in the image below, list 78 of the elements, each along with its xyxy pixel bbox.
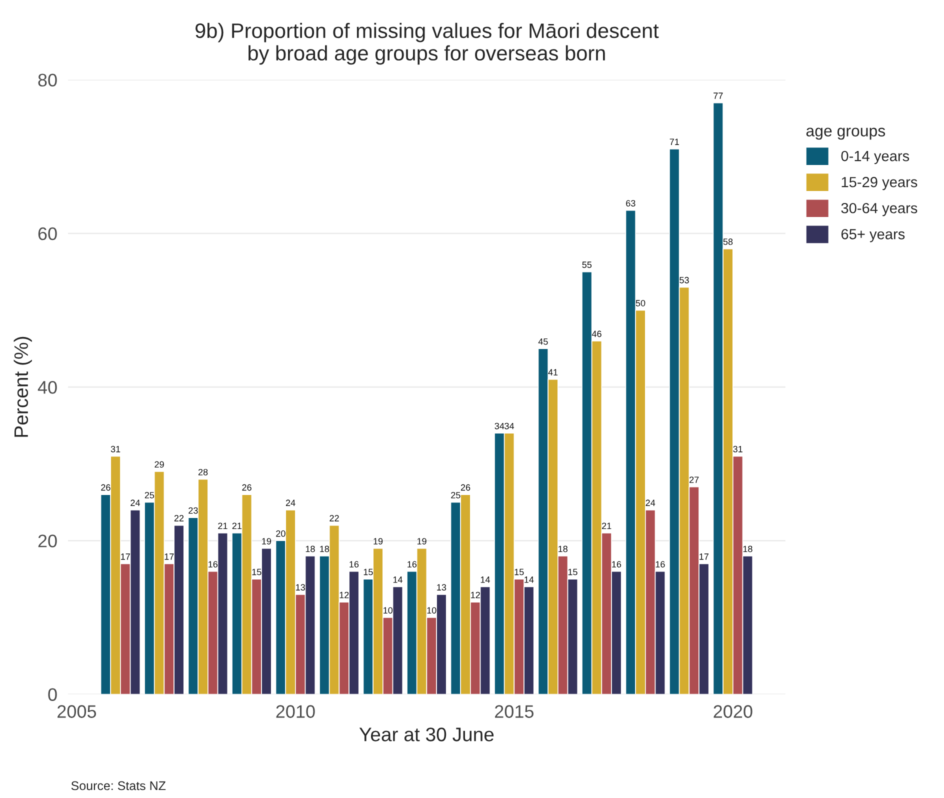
data-label: 17 [700,554,708,560]
data-label: 21 [232,522,242,530]
data-label: 15 [364,568,373,576]
data-label: 19 [417,538,426,544]
data-label: 22 [174,515,184,522]
data-label: 21 [602,522,612,530]
data-label: 16 [656,561,665,568]
data-label: 26 [242,484,252,491]
data-label: 16 [612,561,622,568]
data-label: 46 [592,330,602,338]
legend-label: 15-29 years [842,176,918,190]
data-label: 77 [714,92,723,99]
data-label: 10 [427,607,436,614]
data-label: 34 [504,422,514,430]
data-label: 16 [408,561,417,568]
data-label: 19 [262,538,272,544]
legend-label: 30-64 years [841,202,918,216]
chart-title: 9b) Proportion of missing values for Māori descent by broad age groups for overseas born [196,22,659,65]
legend-title: age groups [806,128,886,140]
data-label: 71 [670,138,679,145]
data-label: 21 [218,522,228,530]
data-label: 22 [330,515,339,522]
data-label: 58 [723,238,733,245]
data-label: 27 [690,476,699,483]
source-note: Source: Stats NZ [71,781,166,790]
data-label: 18 [320,546,330,552]
data-label: 12 [340,592,349,598]
data-label: 17 [164,554,174,560]
data-label: 23 [188,507,198,514]
data-label: 19 [374,538,383,544]
data-label: 14 [524,576,534,583]
data-label: 24 [646,500,656,506]
y-tick-label: 60 [38,227,57,240]
x-tick-label: 2020 [714,705,752,718]
data-label: 29 [154,461,164,468]
data-label: 55 [582,262,592,268]
data-label: 50 [636,300,646,306]
data-label: 15 [514,568,524,576]
data-label: 25 [451,492,460,498]
data-label: 25 [144,492,154,498]
data-label: 26 [101,484,110,491]
data-label: 16 [208,561,218,568]
data-label: 17 [121,554,130,560]
data-label: 14 [393,576,402,583]
data-label: 12 [471,592,480,598]
x-tick-label: 2015 [495,705,534,718]
data-label: 31 [110,446,120,452]
data-label: 15 [568,568,578,576]
data-label: 20 [276,530,286,537]
y-axis-title: Percent (%) [14,336,32,437]
data-label: 41 [548,369,558,376]
y-tick-label: 80 [38,74,57,87]
data-label: 45 [538,338,548,345]
x-tick-label: 2010 [276,705,315,718]
data-label: 28 [198,468,208,476]
data-label: 31 [733,446,742,452]
data-label: 18 [743,546,752,552]
y-tick-label: 0 [48,688,57,701]
data-label: 26 [460,484,470,491]
data-label: 63 [626,200,636,207]
data-label: 10 [384,607,393,614]
legend-label: 0-14 years [841,150,910,164]
data-label: 13 [296,584,305,591]
data-label: 18 [558,546,568,552]
data-label: 14 [480,576,490,583]
data-label: 24 [286,500,296,506]
data-label: 15 [252,568,262,576]
data-label: 18 [306,546,315,552]
data-label: 16 [350,561,359,568]
data-label: 53 [680,276,689,284]
x-axis-title: Year at 30 June [359,728,494,742]
x-tick-label: 2005 [58,705,96,718]
data-label: 34 [494,422,504,430]
data-label: 13 [437,584,446,591]
y-tick-label: 40 [38,380,57,394]
y-tick-label: 20 [38,534,57,548]
legend-label: 65+ years [841,228,905,242]
data-label: 24 [130,500,140,506]
